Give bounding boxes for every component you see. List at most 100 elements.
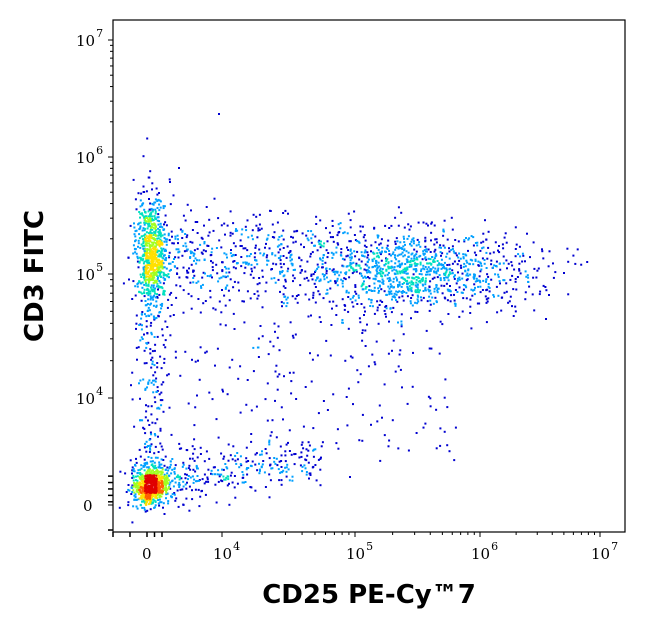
- event-point: [154, 434, 157, 437]
- event-point: [198, 505, 201, 508]
- event-point: [149, 491, 152, 494]
- event-point: [354, 239, 357, 242]
- event-point: [143, 292, 146, 295]
- event-point: [321, 441, 324, 444]
- event-point: [146, 261, 149, 264]
- event-point: [403, 226, 406, 229]
- event-point: [169, 262, 172, 265]
- event-point: [342, 265, 345, 268]
- event-point: [402, 299, 405, 302]
- event-point: [411, 252, 414, 255]
- event-point: [144, 473, 147, 476]
- event-point: [493, 295, 495, 298]
- event-point: [165, 257, 168, 259]
- event-point: [360, 251, 363, 254]
- event-point: [425, 258, 428, 261]
- event-point: [152, 498, 155, 501]
- event-point: [457, 240, 460, 243]
- event-point: [399, 349, 402, 352]
- event-point: [419, 281, 422, 284]
- event-point: [401, 248, 404, 250]
- event-point: [152, 247, 155, 250]
- event-point: [160, 304, 163, 307]
- event-point: [245, 457, 248, 460]
- event-point: [445, 255, 448, 258]
- event-point: [275, 263, 278, 266]
- event-point: [401, 295, 404, 298]
- event-point: [316, 249, 319, 252]
- event-point: [282, 255, 285, 257]
- event-point: [288, 450, 291, 452]
- event-point: [378, 265, 381, 268]
- event-point: [414, 268, 416, 271]
- event-point: [243, 321, 246, 324]
- event-point: [145, 220, 148, 223]
- event-point: [167, 469, 170, 472]
- event-point: [151, 460, 154, 463]
- event-point: [289, 256, 292, 259]
- event-point: [174, 356, 177, 359]
- event-point: [261, 450, 263, 453]
- event-point: [188, 267, 190, 270]
- event-point: [146, 257, 149, 260]
- event-point: [526, 232, 528, 235]
- event-point: [348, 269, 351, 272]
- event-point: [214, 473, 216, 476]
- event-point: [154, 249, 157, 252]
- event-point: [130, 493, 133, 495]
- event-point: [356, 303, 359, 305]
- event-point: [156, 497, 159, 500]
- event-point: [454, 303, 457, 306]
- event-point: [137, 282, 140, 285]
- event-point: [144, 464, 147, 467]
- event-point: [220, 276, 223, 279]
- event-point: [194, 406, 197, 409]
- event-point: [227, 443, 230, 446]
- event-point: [169, 181, 171, 183]
- event-point: [227, 289, 230, 292]
- event-point: [342, 232, 345, 235]
- event-point: [188, 464, 191, 467]
- event-point: [163, 223, 165, 226]
- event-point: [146, 474, 149, 477]
- event-point: [422, 250, 425, 253]
- event-point: [139, 221, 142, 224]
- event-point: [419, 245, 422, 248]
- event-point: [208, 218, 211, 221]
- event-point: [409, 260, 412, 263]
- event-point: [129, 459, 132, 462]
- event-point: [226, 393, 229, 396]
- event-point: [499, 282, 501, 285]
- event-point: [182, 214, 185, 217]
- event-point: [152, 478, 155, 481]
- event-point: [502, 279, 505, 282]
- event-point: [407, 282, 409, 285]
- event-point: [278, 236, 281, 238]
- event-point: [387, 261, 390, 264]
- event-point: [159, 501, 162, 504]
- event-point: [442, 244, 445, 247]
- event-point: [193, 438, 196, 441]
- event-point: [161, 477, 164, 480]
- event-point: [430, 347, 433, 350]
- event-point: [155, 377, 158, 380]
- event-point: [243, 272, 246, 275]
- event-point: [150, 443, 153, 446]
- event-point: [359, 272, 361, 275]
- event-point: [237, 377, 240, 380]
- event-point: [476, 244, 479, 247]
- event-point: [145, 260, 148, 263]
- event-point: [147, 222, 149, 225]
- event-point: [146, 499, 148, 502]
- event-point: [154, 212, 157, 215]
- event-point: [137, 491, 140, 494]
- event-point: [150, 219, 153, 221]
- event-point: [223, 478, 226, 481]
- event-point: [445, 268, 448, 271]
- event-point: [408, 276, 411, 279]
- event-point: [376, 300, 379, 303]
- event-point: [148, 309, 151, 312]
- event-point: [456, 279, 459, 282]
- event-point: [473, 273, 475, 276]
- event-point: [287, 267, 290, 270]
